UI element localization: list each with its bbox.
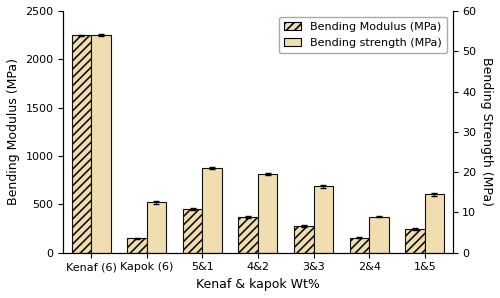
Bar — [72, 35, 91, 253]
Bar — [406, 229, 424, 253]
X-axis label: Kenaf & kapok Wt%: Kenaf & kapok Wt% — [196, 278, 320, 291]
Bar — [202, 168, 222, 253]
Bar — [424, 194, 444, 253]
Bar — [294, 226, 314, 253]
Bar — [314, 186, 333, 253]
Bar — [258, 174, 278, 253]
Legend: Bending Modulus (MPa), Bending strength (MPa): Bending Modulus (MPa), Bending strength … — [278, 16, 447, 53]
Bar — [369, 217, 388, 253]
Y-axis label: Bending Strength (MPa): Bending Strength (MPa) — [480, 57, 493, 206]
Bar — [238, 217, 258, 253]
Bar — [128, 238, 146, 253]
Bar — [91, 35, 110, 253]
Bar — [350, 238, 369, 253]
Bar — [146, 202, 166, 253]
Y-axis label: Bending Modulus (MPa): Bending Modulus (MPa) — [7, 58, 20, 205]
Bar — [183, 209, 203, 253]
